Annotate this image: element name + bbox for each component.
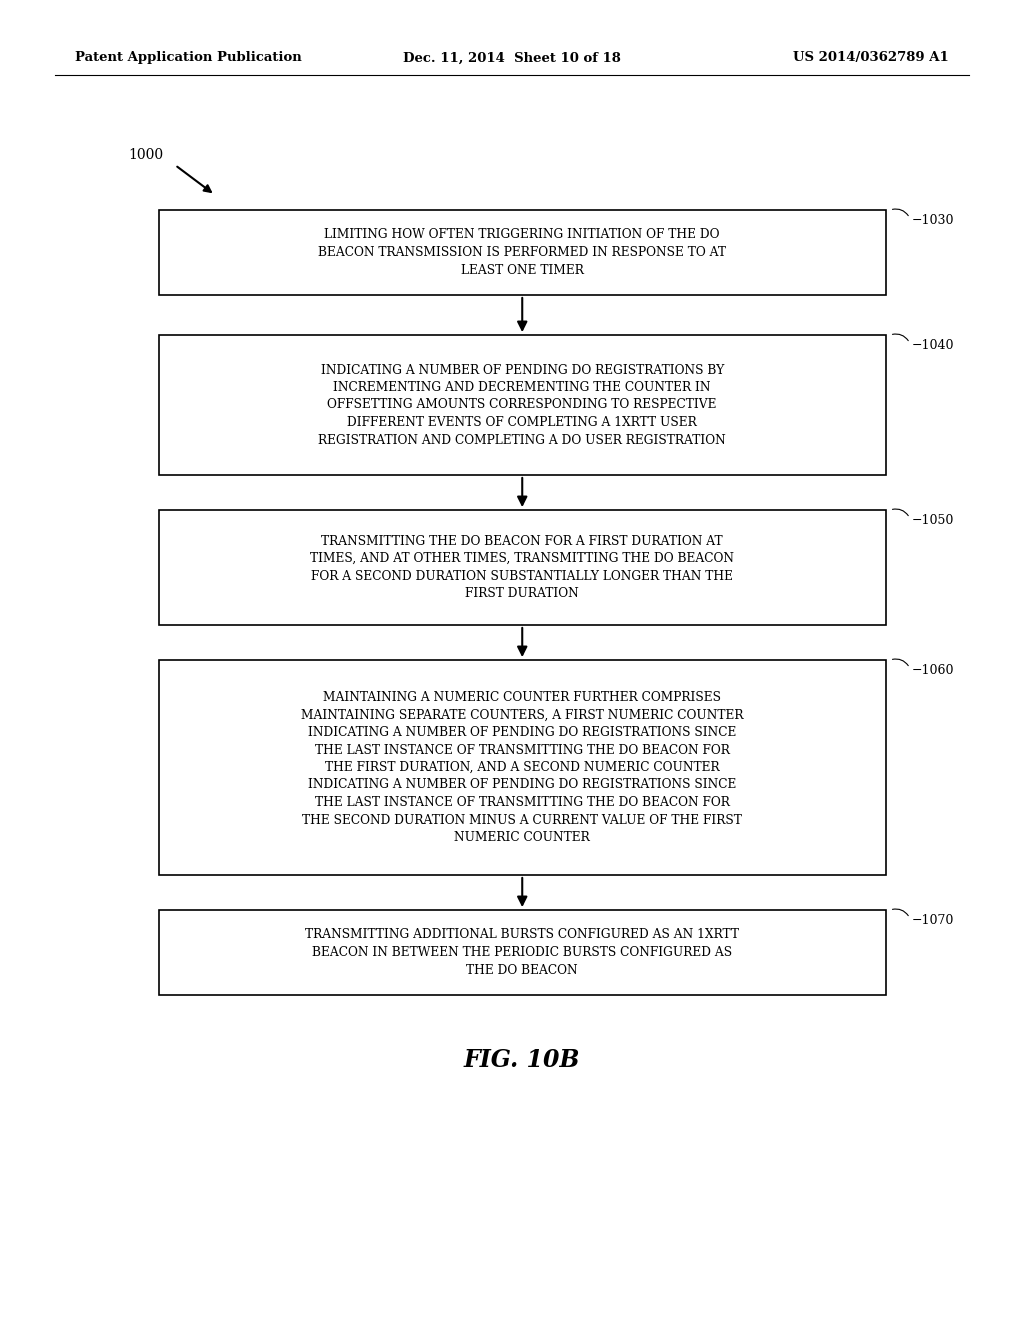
Text: −1070: −1070: [911, 913, 954, 927]
Bar: [159, 335, 886, 475]
Text: LIMITING HOW OFTEN TRIGGERING INITIATION OF THE DO
BEACON TRANSMISSION IS PERFOR: LIMITING HOW OFTEN TRIGGERING INITIATION…: [318, 228, 726, 276]
Text: −1040: −1040: [911, 339, 954, 352]
Text: MAINTAINING A NUMERIC COUNTER FURTHER COMPRISES
MAINTAINING SEPARATE COUNTERS, A: MAINTAINING A NUMERIC COUNTER FURTHER CO…: [301, 690, 743, 843]
Text: US 2014/0362789 A1: US 2014/0362789 A1: [794, 51, 949, 65]
Text: −1060: −1060: [911, 664, 954, 677]
Text: TRANSMITTING THE DO BEACON FOR A FIRST DURATION AT
TIMES, AND AT OTHER TIMES, TR: TRANSMITTING THE DO BEACON FOR A FIRST D…: [310, 535, 734, 601]
Bar: [159, 510, 886, 624]
Bar: [159, 909, 886, 995]
Text: INDICATING A NUMBER OF PENDING DO REGISTRATIONS BY
INCREMENTING AND DECREMENTING: INDICATING A NUMBER OF PENDING DO REGIST…: [318, 363, 726, 446]
Text: −1030: −1030: [911, 214, 954, 227]
Text: 1000: 1000: [128, 148, 163, 162]
Text: Dec. 11, 2014  Sheet 10 of 18: Dec. 11, 2014 Sheet 10 of 18: [403, 51, 621, 65]
Text: TRANSMITTING ADDITIONAL BURSTS CONFIGURED AS AN 1XRTT
BEACON IN BETWEEN THE PERI: TRANSMITTING ADDITIONAL BURSTS CONFIGURE…: [305, 928, 739, 977]
Text: −1050: −1050: [911, 513, 954, 527]
Text: FIG. 10B: FIG. 10B: [464, 1048, 581, 1072]
Bar: [159, 660, 886, 875]
Bar: [159, 210, 886, 294]
Text: Patent Application Publication: Patent Application Publication: [75, 51, 302, 65]
